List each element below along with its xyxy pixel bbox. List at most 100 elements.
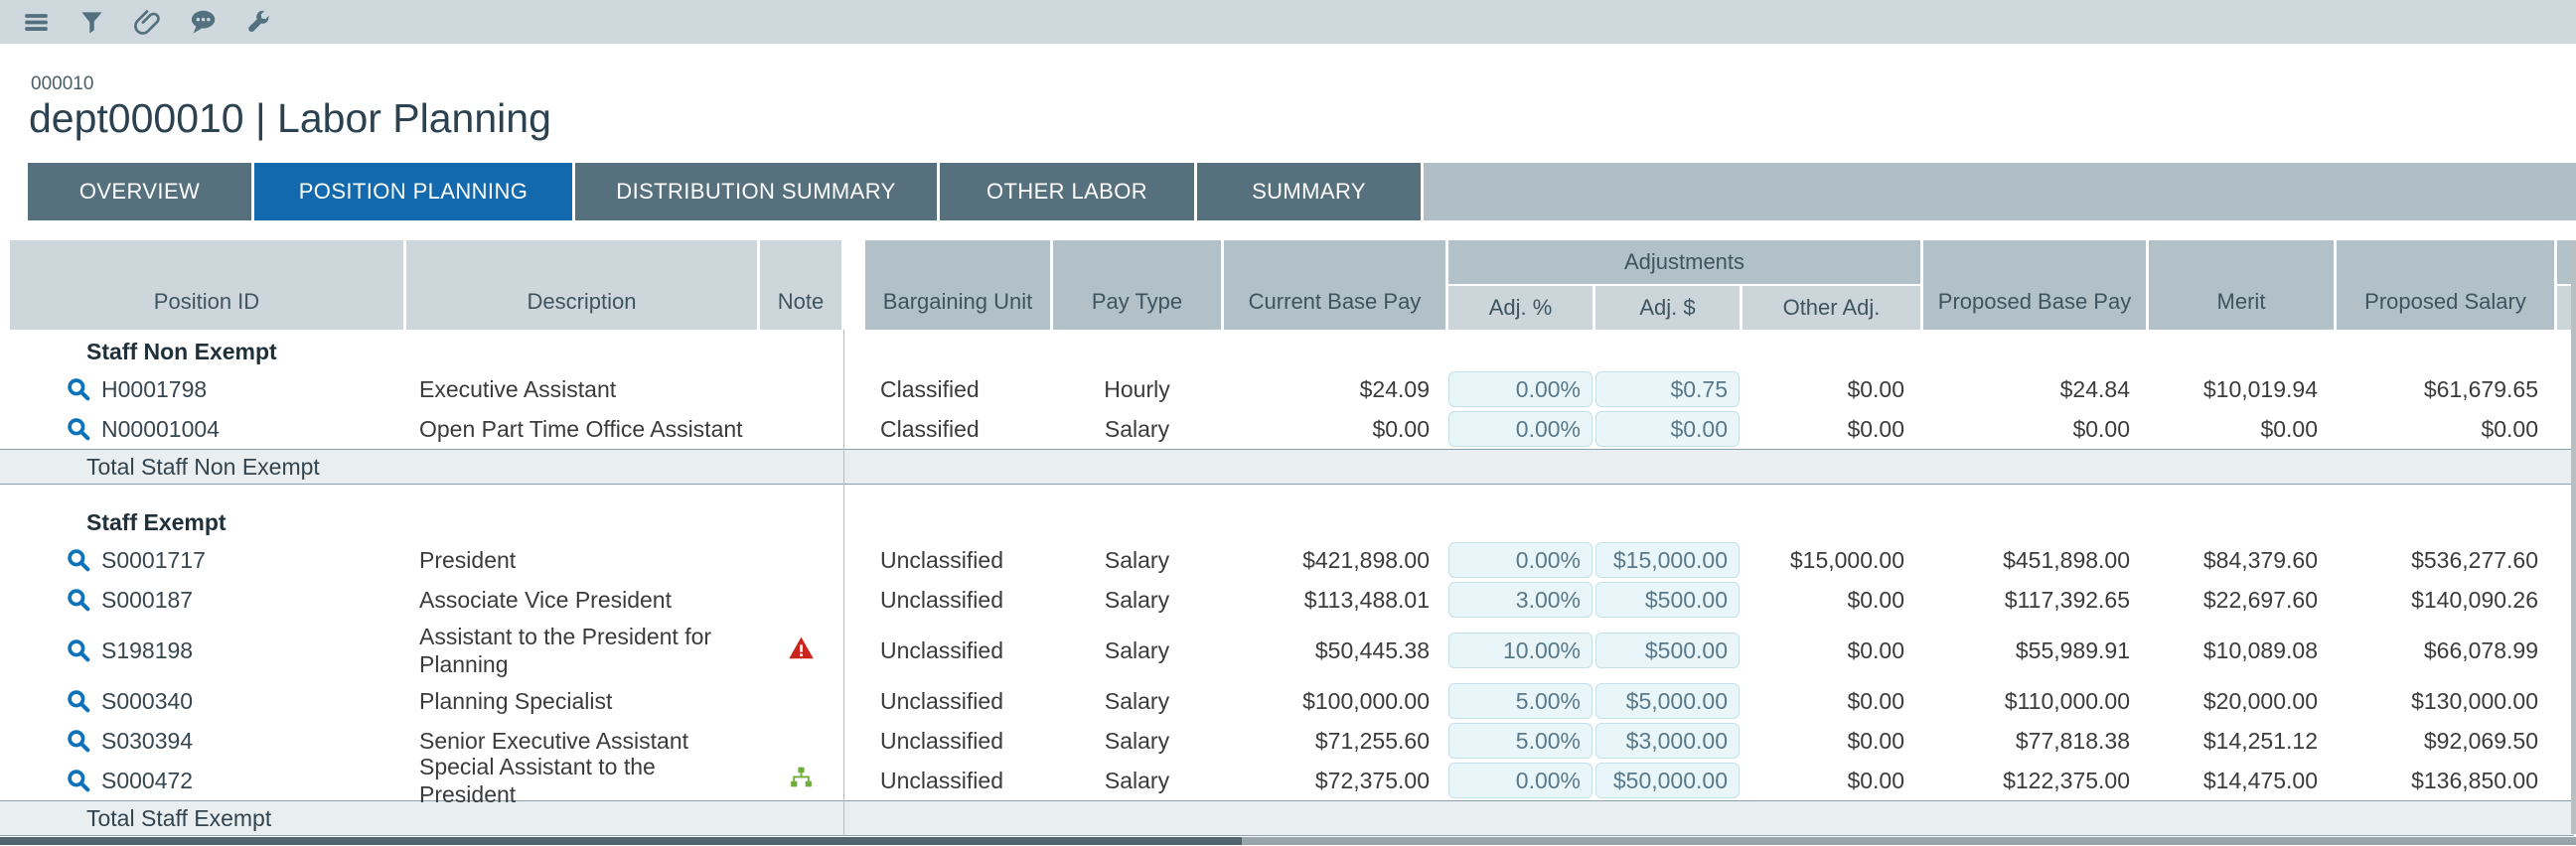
filter-icon[interactable] [64,0,119,44]
position-id: S000187 [101,586,194,613]
proposed-base-pay-cell: $77,818.38 [2015,727,2130,754]
column-group-header-adjustments: Adjustments [1448,240,1920,284]
grid-body: Staff Non Exempt H0001798 Executive Assi… [0,330,2576,836]
position-description: Senior Executive Assistant [419,727,689,754]
position-description: Associate Vice President [419,586,672,613]
position-id: S030394 [101,727,194,754]
attachment-icon[interactable] [119,0,175,44]
column-header-pay-type: Pay Type [1053,240,1221,330]
adj-percent-input[interactable]: 3.00% [1448,582,1592,618]
bargaining-unit-cell: Unclassified [880,767,1003,793]
tab-other-labor[interactable]: OTHER LABOR [940,163,1194,220]
position-detail-icon[interactable] [66,728,91,754]
other-adj-cell: $0.00 [1847,727,1904,754]
note-cell [760,635,841,666]
adj-dollar-input[interactable]: $500.00 [1595,582,1740,618]
adj-dollar-input[interactable]: $50,000.00 [1595,763,1740,798]
bargaining-unit-cell: Unclassified [880,546,1003,573]
vertical-scrollbar[interactable] [2571,240,2576,834]
merit-cell: $22,697.60 [2202,586,2318,613]
column-header-adj-usd: Adj. $ [1595,286,1740,330]
other-adj-cell: $0.00 [1847,687,1904,714]
column-header-proposed-salary: Proposed Salary [2337,240,2554,330]
proposed-base-pay-cell: $24.84 [2059,375,2130,402]
current-base-pay-cell: $50,445.38 [1314,636,1430,663]
adj-percent-input[interactable]: 5.00% [1448,723,1592,759]
proposed-salary-cell: $140,090.26 [2411,586,2538,613]
proposed-base-pay-cell: $451,898.00 [2003,546,2130,573]
bargaining-unit-cell: Unclassified [880,586,1003,613]
tab-overview[interactable]: OVERVIEW [28,163,251,220]
adj-percent-input[interactable]: 0.00% [1448,411,1592,447]
position-row: H0001798 Executive Assistant Classified … [0,369,2576,409]
column-header-merit: Merit [2149,240,2334,330]
section-header-staff-exempt: Staff Exempt [86,508,227,535]
position-id: S000472 [101,767,194,793]
pay-type-cell: Salary [1104,636,1170,663]
position-detail-icon[interactable] [66,688,91,714]
proposed-salary-cell: $0.00 [2481,415,2538,442]
proposed-salary-cell: $136,850.00 [2411,767,2538,793]
horizontal-scrollbar[interactable] [0,837,2576,845]
proposed-salary-cell: $130,000.00 [2411,687,2538,714]
pay-type-cell: Salary [1104,415,1170,442]
current-base-pay-cell: $72,375.00 [1314,767,1430,793]
other-adj-cell: $0.00 [1847,636,1904,663]
position-detail-icon[interactable] [66,637,91,663]
other-adj-cell: $0.00 [1847,375,1904,402]
org-chart-icon[interactable] [789,766,814,796]
adj-percent-input[interactable]: 0.00% [1448,763,1592,798]
column-header-adj-pct: Adj. % [1448,286,1592,330]
position-description: Special Assistant to the President [419,753,656,807]
column-header-bargaining-unit: Bargaining Unit [865,240,1050,330]
position-detail-icon[interactable] [66,768,91,793]
bargaining-unit-cell: Unclassified [880,636,1003,663]
current-base-pay-cell: $421,898.00 [1302,546,1430,573]
warning-icon[interactable] [788,635,815,666]
merit-cell: $20,000.00 [2202,687,2318,714]
position-description: Assistant to the President for Planning [419,623,712,677]
adj-percent-input[interactable]: 0.00% [1448,542,1592,578]
tab-position-planning[interactable]: POSITION PLANNING [254,163,572,220]
adj-dollar-input[interactable]: $500.00 [1595,633,1740,668]
adj-percent-input[interactable]: 5.00% [1448,683,1592,719]
position-detail-icon[interactable] [66,587,91,613]
merit-cell: $0.00 [2260,415,2318,442]
menu-icon[interactable] [8,0,64,44]
settings-icon[interactable] [230,0,286,44]
other-adj-cell: $0.00 [1847,767,1904,793]
position-detail-icon[interactable] [66,376,91,402]
tab-summary[interactable]: SUMMARY [1197,163,1421,220]
position-description: Open Part Time Office Assistant [419,415,743,442]
adj-dollar-input[interactable]: $3,000.00 [1595,723,1740,759]
pay-type-cell: Salary [1104,687,1170,714]
tab-bar-filler [1424,163,2576,220]
adj-dollar-input[interactable]: $0.00 [1595,411,1740,447]
pay-type-cell: Salary [1104,727,1170,754]
adj-dollar-input[interactable]: $5,000.00 [1595,683,1740,719]
position-id: N00001004 [101,415,220,442]
position-detail-icon[interactable] [66,547,91,573]
other-adj-cell: $15,000.00 [1789,546,1904,573]
adj-dollar-input[interactable]: $0.75 [1595,371,1740,407]
proposed-salary-cell: $92,069.50 [2423,727,2538,754]
position-id: H0001798 [101,375,208,402]
adj-percent-input[interactable]: 0.00% [1448,371,1592,407]
adj-dollar-input[interactable]: $15,000.00 [1595,542,1740,578]
current-base-pay-cell: $100,000.00 [1302,687,1430,714]
page-title: dept000010 | Labor Planning [29,95,551,141]
bargaining-unit-cell: Unclassified [880,687,1003,714]
position-id: S0001717 [101,546,206,573]
position-row: S000472 Special Assistant to the Preside… [0,754,2576,807]
current-base-pay-cell: $0.00 [1372,415,1430,442]
position-detail-icon[interactable] [66,416,91,442]
proposed-salary-cell: $536,277.60 [2411,546,2538,573]
column-header-current-base-pay: Current Base Pay [1224,240,1445,330]
horizontal-scrollbar-thumb[interactable] [0,837,1242,845]
pay-type-cell: Salary [1104,586,1170,613]
column-header-note: Note [760,240,841,330]
comment-icon[interactable] [175,0,230,44]
tab-distribution-summary[interactable]: DISTRIBUTION SUMMARY [575,163,937,220]
current-base-pay-cell: $71,255.60 [1314,727,1430,754]
adj-percent-input[interactable]: 10.00% [1448,633,1592,668]
